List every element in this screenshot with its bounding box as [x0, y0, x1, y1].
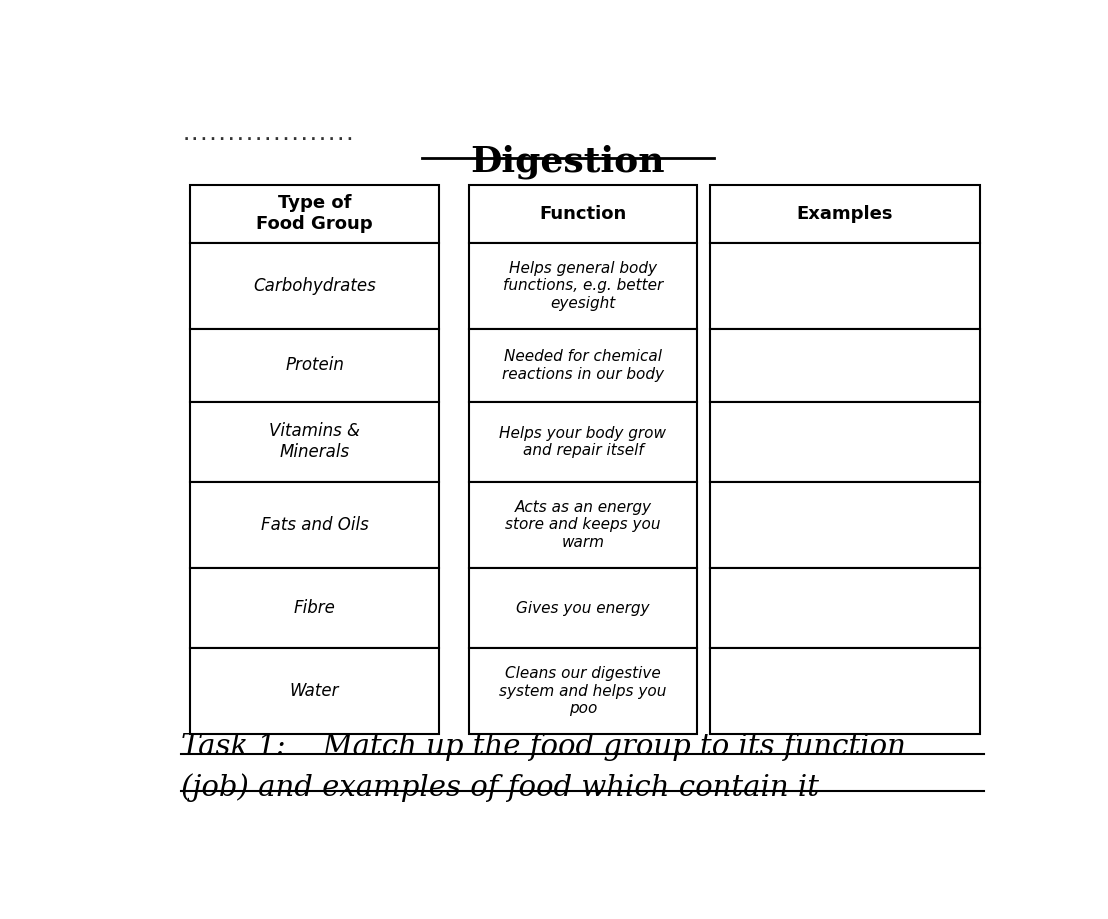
Bar — [469, 568, 697, 648]
Bar — [191, 329, 439, 402]
Text: Acts as an energy
store and keeps you
warm: Acts as an energy store and keeps you wa… — [505, 500, 660, 550]
Text: Water: Water — [290, 682, 339, 700]
Text: Vitamins &
Minerals: Vitamins & Minerals — [269, 423, 360, 461]
Text: Digestion: Digestion — [471, 144, 665, 179]
Text: Helps general body
functions, e.g. better
eyesight: Helps general body functions, e.g. bette… — [503, 261, 663, 311]
Text: Type of
Food Group: Type of Food Group — [256, 194, 373, 233]
Text: Carbohydrates: Carbohydrates — [253, 277, 376, 295]
Bar — [709, 185, 981, 243]
Bar — [709, 402, 981, 482]
Text: Examples: Examples — [797, 205, 893, 222]
Bar — [191, 482, 439, 568]
Bar — [709, 568, 981, 648]
Bar — [191, 402, 439, 482]
Bar — [709, 482, 981, 568]
Text: Fats and Oils: Fats and Oils — [260, 516, 368, 534]
Text: Helps your body grow
and repair itself: Helps your body grow and repair itself — [500, 425, 666, 458]
Bar — [469, 185, 697, 243]
Bar — [709, 648, 981, 734]
Text: ...................: ................... — [182, 128, 355, 143]
Bar — [191, 568, 439, 648]
Text: Task 1:    Match up the food group to its function: Task 1: Match up the food group to its f… — [182, 733, 906, 761]
Text: Fibre: Fibre — [294, 599, 336, 617]
Bar — [709, 329, 981, 402]
Bar — [469, 482, 697, 568]
Text: Gives you energy: Gives you energy — [516, 601, 649, 616]
Bar — [191, 185, 439, 243]
Bar — [191, 243, 439, 329]
Bar — [469, 402, 697, 482]
Text: Cleans our digestive
system and helps you
poo: Cleans our digestive system and helps yo… — [500, 666, 667, 716]
Bar — [709, 243, 981, 329]
Text: (job) and examples of food which contain it: (job) and examples of food which contain… — [182, 773, 820, 802]
Bar — [469, 329, 697, 402]
Text: Function: Function — [540, 205, 626, 222]
Bar — [469, 243, 697, 329]
Text: Protein: Protein — [285, 357, 343, 374]
Text: Needed for chemical
reactions in our body: Needed for chemical reactions in our bod… — [502, 349, 664, 381]
Bar — [469, 648, 697, 734]
Bar — [191, 648, 439, 734]
